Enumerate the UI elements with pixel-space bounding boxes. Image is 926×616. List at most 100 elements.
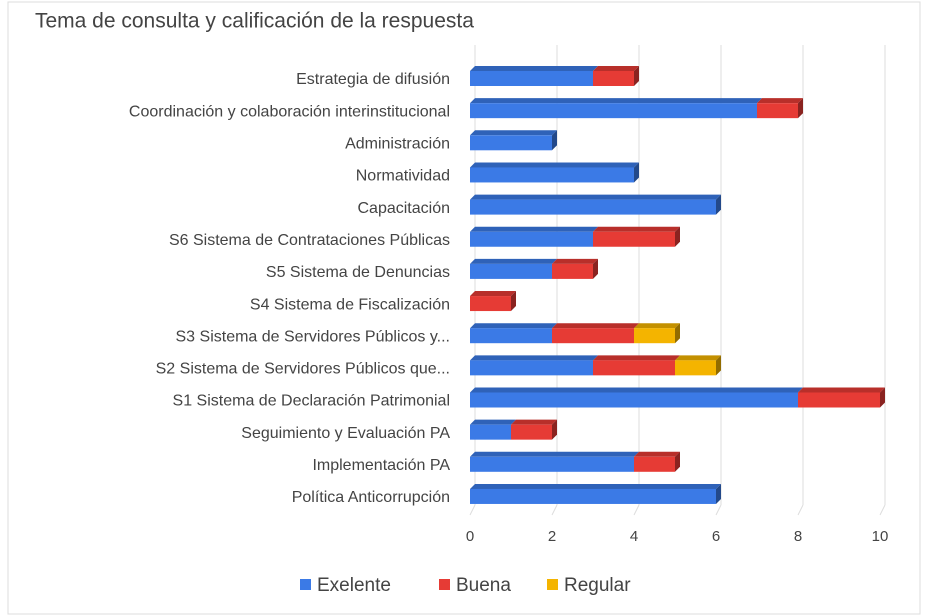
bar-side [675, 323, 680, 344]
grid-line-depth [797, 504, 804, 516]
y-tick-label: S6 Sistema de Contrataciones Públicas [169, 232, 450, 249]
bar-top [470, 387, 803, 393]
bar-top [593, 226, 680, 232]
bar-top [552, 258, 598, 264]
bar [470, 167, 634, 183]
bar [552, 263, 593, 279]
bar-side [634, 66, 639, 86]
legend-swatch [439, 579, 450, 590]
bar-side [798, 98, 803, 119]
grid-line-depth [715, 504, 722, 516]
x-tick-label: 10 [872, 528, 889, 545]
bar-top [470, 130, 557, 136]
bar [470, 135, 552, 151]
grid-line-depth [879, 504, 886, 516]
bar-top [675, 355, 721, 361]
bar [470, 392, 798, 408]
bar-top [798, 387, 885, 393]
y-tick-label: Coordinación y colaboración interinstitu… [129, 103, 450, 120]
bar [470, 103, 757, 119]
bar [470, 71, 593, 86]
bar-top [593, 66, 639, 71]
bar-side [593, 258, 598, 279]
bar [470, 328, 552, 344]
legend-label: Exelente [317, 575, 391, 596]
x-tick-label: 4 [630, 528, 638, 545]
bar-side [675, 226, 680, 247]
bar-top [470, 323, 557, 329]
bar-side [634, 162, 639, 183]
bar-side [552, 130, 557, 151]
legend-label: Buena [456, 575, 511, 596]
x-tick-label: 8 [794, 528, 802, 545]
bar-top [757, 98, 803, 104]
bar [593, 360, 675, 376]
bar-side [716, 355, 721, 376]
y-tick-label: S3 Sistema de Servidores Públicos y... [176, 328, 451, 345]
bar [470, 360, 593, 376]
legend-label: Regular [564, 575, 631, 596]
bar-top [593, 355, 680, 361]
bar [552, 328, 634, 344]
bar [470, 263, 552, 279]
bar [470, 231, 593, 247]
bar-top [470, 162, 639, 168]
x-tick-label: 0 [466, 528, 474, 545]
bar [634, 456, 675, 472]
y-tick-label: S5 Sistema de Denuncias [266, 264, 450, 281]
y-tick-label: Implementación PA [312, 457, 450, 474]
bar-top [470, 419, 516, 425]
y-tick-label: Política Anticorrupción [292, 489, 450, 506]
bar-side [716, 194, 721, 215]
y-tick-label: Seguimiento y Evaluación PA [241, 425, 450, 442]
bar [593, 231, 675, 247]
y-tick-label: Estrategia de difusión [296, 71, 450, 88]
y-tick-label: S2 Sistema de Servidores Públicos que... [156, 361, 450, 378]
legend-swatch [300, 579, 311, 590]
bar-top [470, 194, 721, 200]
y-tick-label: S4 Sistema de Fiscalización [250, 296, 450, 313]
x-tick-label: 6 [712, 528, 720, 545]
bar-top [470, 451, 639, 457]
bar-top [470, 291, 516, 297]
bar [798, 392, 880, 408]
y-tick-label: Normatividad [356, 168, 450, 185]
bar-side [552, 419, 557, 440]
bar-side [511, 291, 516, 312]
chart-title: Tema de consulta y calificación de la re… [35, 10, 474, 33]
chart-frame [7, 1, 921, 615]
bar [634, 328, 675, 344]
bar [470, 296, 511, 312]
y-tick-label: S1 Sistema de Declaración Patrimonial [173, 393, 450, 410]
bar-top [634, 323, 680, 329]
x-tick-label: 2 [548, 528, 556, 545]
bar-top [470, 258, 557, 264]
bar-top [470, 226, 598, 232]
bar [593, 71, 634, 86]
bar [675, 360, 716, 376]
y-tick-label: Capacitación [358, 200, 451, 217]
bar [470, 488, 716, 504]
bar [470, 424, 511, 440]
bar-side [880, 387, 885, 408]
bar [470, 199, 716, 215]
bar [511, 424, 552, 440]
bar-top [470, 66, 598, 71]
grid-line-depth [633, 504, 640, 516]
bar-side [716, 483, 721, 504]
bar-top [511, 419, 557, 425]
grid-line-depth [469, 504, 476, 516]
legend-swatch [547, 579, 558, 590]
bar-top [470, 355, 598, 361]
bar [757, 103, 798, 119]
bar-top [634, 451, 680, 457]
bar-side [675, 451, 680, 472]
y-tick-label: Administración [345, 136, 450, 153]
grid-line-depth [551, 504, 558, 516]
bar-top [470, 483, 721, 489]
bar-top [470, 98, 762, 104]
bar-top [552, 323, 639, 329]
bar [470, 456, 634, 472]
